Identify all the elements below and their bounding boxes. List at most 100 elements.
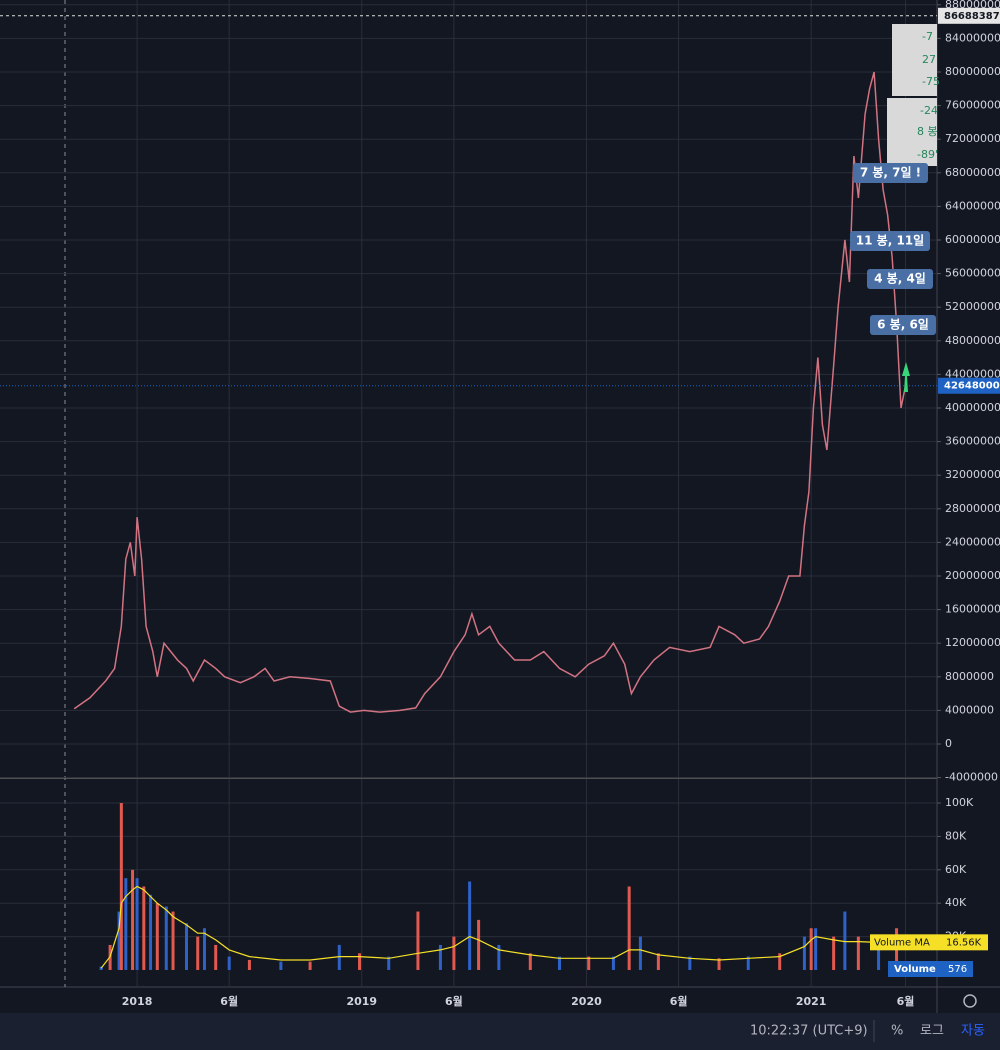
measure-text: -89'	[917, 148, 938, 161]
x-tick-label: 2019	[346, 995, 377, 1008]
annotation-text: 4 봉, 4일	[874, 272, 926, 286]
measure-panel	[887, 98, 937, 166]
legend-ma-value: 16.56K	[946, 937, 982, 948]
measure-text: -24	[920, 104, 938, 117]
annotation-text: 11 봉, 11일	[856, 234, 924, 248]
volume-bar	[155, 903, 159, 970]
y-tick-label: 12000000	[945, 636, 1000, 649]
y-tick-label: 24000000	[945, 535, 1000, 548]
y-tick-label: 36000000	[945, 435, 1000, 448]
volume-bar	[279, 961, 283, 970]
volume-bar	[227, 956, 231, 970]
legend-volume-box	[888, 961, 973, 977]
status-time: 10:22:37 (UTC+9)	[750, 1024, 868, 1039]
y-tick-label: 8000000	[945, 670, 994, 683]
y-tick-label: 68000000	[945, 166, 1000, 179]
annotation-box	[870, 315, 936, 335]
volume-bar	[164, 906, 168, 970]
x-tick-label: 6월	[670, 994, 688, 1008]
measure-text: 8 봉	[917, 125, 938, 138]
volume-bar	[587, 956, 591, 970]
volume-bar	[308, 961, 312, 970]
volume-bar	[358, 953, 362, 970]
status-bar	[0, 1013, 1000, 1050]
y-tick-label: 0	[945, 737, 952, 750]
auto-button[interactable]: 자동	[961, 1024, 985, 1039]
y-tick-label: 80000000	[945, 65, 1000, 78]
volume-bar	[856, 936, 860, 970]
x-tick-label: 2021	[796, 995, 827, 1008]
volume-bar	[611, 956, 615, 970]
volume-bar	[778, 953, 782, 970]
volume-bar	[131, 869, 135, 970]
volume-bar	[119, 803, 123, 970]
annotation-text: 6 봉, 6일	[877, 318, 929, 332]
settings-icon[interactable]	[963, 994, 977, 1008]
volume-bar	[802, 936, 806, 970]
volume-bar	[337, 944, 341, 970]
high-label-box	[938, 7, 1000, 24]
y-tick-label: 32000000	[945, 468, 1000, 481]
y-tick-label: 76000000	[945, 99, 1000, 112]
volume-bar	[247, 959, 251, 970]
y-tick-label: 4000000	[945, 703, 994, 716]
volume-bar	[117, 911, 121, 970]
volume-bar	[814, 928, 818, 970]
y-tick-label: 28000000	[945, 502, 1000, 515]
volume-bar	[688, 956, 692, 970]
y-tick-label: 64000000	[945, 199, 1000, 212]
volume-bar	[387, 956, 391, 970]
volume-bar	[416, 911, 420, 970]
volume-bar	[528, 953, 532, 970]
y-tick-label: 72000000	[945, 132, 1000, 145]
volume-bar	[477, 919, 481, 970]
volume-bar	[135, 878, 139, 970]
y-tick-label: 100K	[945, 796, 974, 809]
volume-bar	[809, 928, 813, 970]
volume-bar	[877, 944, 881, 970]
y-tick-label: 84000000	[945, 31, 1000, 44]
x-tick-label: 2020	[571, 995, 602, 1008]
volume-bar	[832, 936, 836, 970]
y-tick-label: 40K	[945, 896, 967, 909]
y-tick-label: 52000000	[945, 300, 1000, 313]
volume-bar	[171, 911, 175, 970]
volume-bar	[149, 894, 153, 970]
annotation-text: 7 봉, 7일 !	[860, 166, 921, 180]
y-tick-label: -4000000	[945, 771, 998, 784]
volume-bar	[497, 944, 501, 970]
volume-bar	[638, 936, 642, 970]
volume-bar	[196, 936, 200, 970]
y-tick-label: 44000000	[945, 367, 1000, 380]
volume-bar	[438, 944, 442, 970]
volume-bar	[142, 886, 146, 970]
volume-bar	[202, 928, 206, 970]
x-tick-label: 6월	[897, 994, 915, 1008]
arrow	[902, 362, 910, 392]
annotation-box	[853, 163, 928, 183]
volume-bar	[185, 923, 189, 970]
volume-bar	[717, 958, 721, 970]
volume-bar	[656, 953, 660, 970]
price-line	[73, 71, 907, 713]
measure-text: -7	[922, 30, 933, 43]
annotation-box	[867, 269, 933, 289]
measure-text: -75	[922, 75, 940, 88]
y-tick-label: 60K	[945, 863, 967, 876]
volume-bar	[214, 944, 218, 970]
legend-volume-name: Volume	[894, 964, 936, 975]
percent-button[interactable]: %	[891, 1024, 903, 1039]
y-tick-label: 16000000	[945, 603, 1000, 616]
y-tick-label: 40000000	[945, 401, 1000, 414]
volume-bar	[627, 886, 631, 970]
annotation-box	[850, 231, 930, 251]
x-tick-label: 6월	[445, 994, 463, 1008]
y-tick-label: 88000000	[945, 0, 1000, 11]
last-price-box	[938, 377, 1000, 394]
log-button[interactable]: 로그	[920, 1024, 944, 1039]
volume-bar	[746, 956, 750, 970]
x-tick-label: 2018	[122, 995, 153, 1008]
legend-volume-value: 576	[948, 964, 967, 975]
measure-text: 27	[922, 53, 936, 66]
